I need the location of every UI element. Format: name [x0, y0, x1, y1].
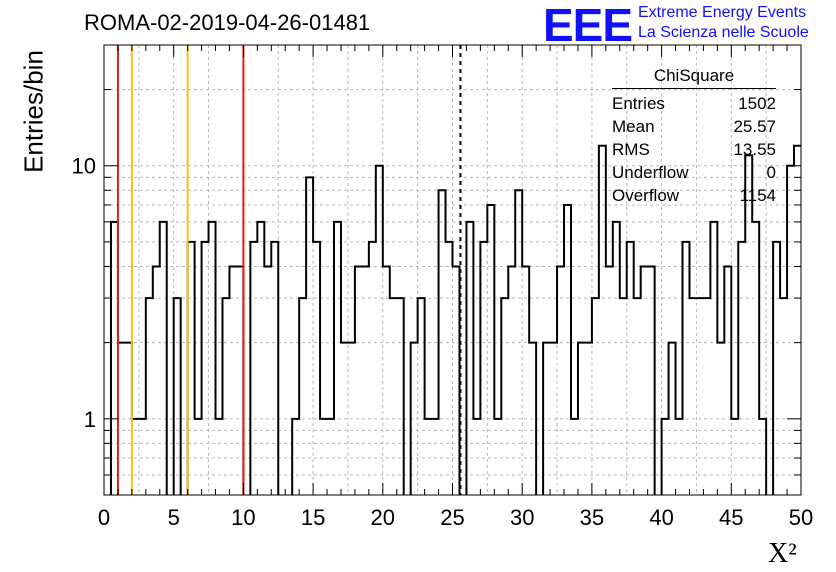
eee-logo: EEE: [543, 0, 633, 51]
stats-label: Underflow: [612, 163, 689, 182]
stats-row-rms: RMS 13.55: [612, 138, 776, 161]
stats-label: Mean: [612, 117, 655, 136]
x-tick-label: 0: [98, 505, 110, 530]
stats-value: 1154: [739, 186, 776, 205]
x-tick-label: 20: [371, 505, 395, 530]
stats-box: ChiSquare Entries 1502 Mean 25.57 RMS 13…: [612, 66, 776, 207]
x-tick-label: 30: [510, 505, 534, 530]
x-tick-label: 50: [789, 505, 813, 530]
x-tick-label: 45: [719, 505, 743, 530]
stats-value: 25.57: [733, 117, 776, 136]
stats-label: Overflow: [612, 186, 680, 205]
stats-label: Entries: [612, 94, 665, 113]
x-tick-label: 15: [301, 505, 325, 530]
x-tick-label: 5: [168, 505, 180, 530]
y-tick-label: 1: [84, 407, 96, 432]
stats-value: 0: [766, 163, 776, 182]
x-tick-label: 40: [649, 505, 673, 530]
x-tick-label: 25: [440, 505, 464, 530]
stats-value: 13.55: [733, 140, 776, 159]
stats-value: 1502: [738, 94, 776, 113]
stats-row-underflow: Underflow 0: [612, 161, 776, 184]
y-axis-label: Entries/bin: [18, 50, 49, 173]
x-tick-label: 10: [231, 505, 255, 530]
x-axis-label: X²: [768, 538, 797, 569]
stats-row-overflow: Overflow 1154: [612, 184, 776, 207]
x-tick-label: 35: [580, 505, 604, 530]
y-tick-label: 10: [72, 154, 96, 179]
logo-line-2: La Scienza nelle Scuole: [638, 24, 809, 41]
stats-label: RMS: [612, 140, 650, 159]
stats-row-entries: Entries 1502: [612, 92, 776, 115]
logo-line-1: Extreme Energy Events: [638, 4, 807, 21]
stats-title: ChiSquare: [612, 66, 776, 89]
stats-row-mean: Mean 25.57: [612, 115, 776, 138]
plot-title: ROMA-02-2019-04-26-01481: [84, 10, 371, 35]
